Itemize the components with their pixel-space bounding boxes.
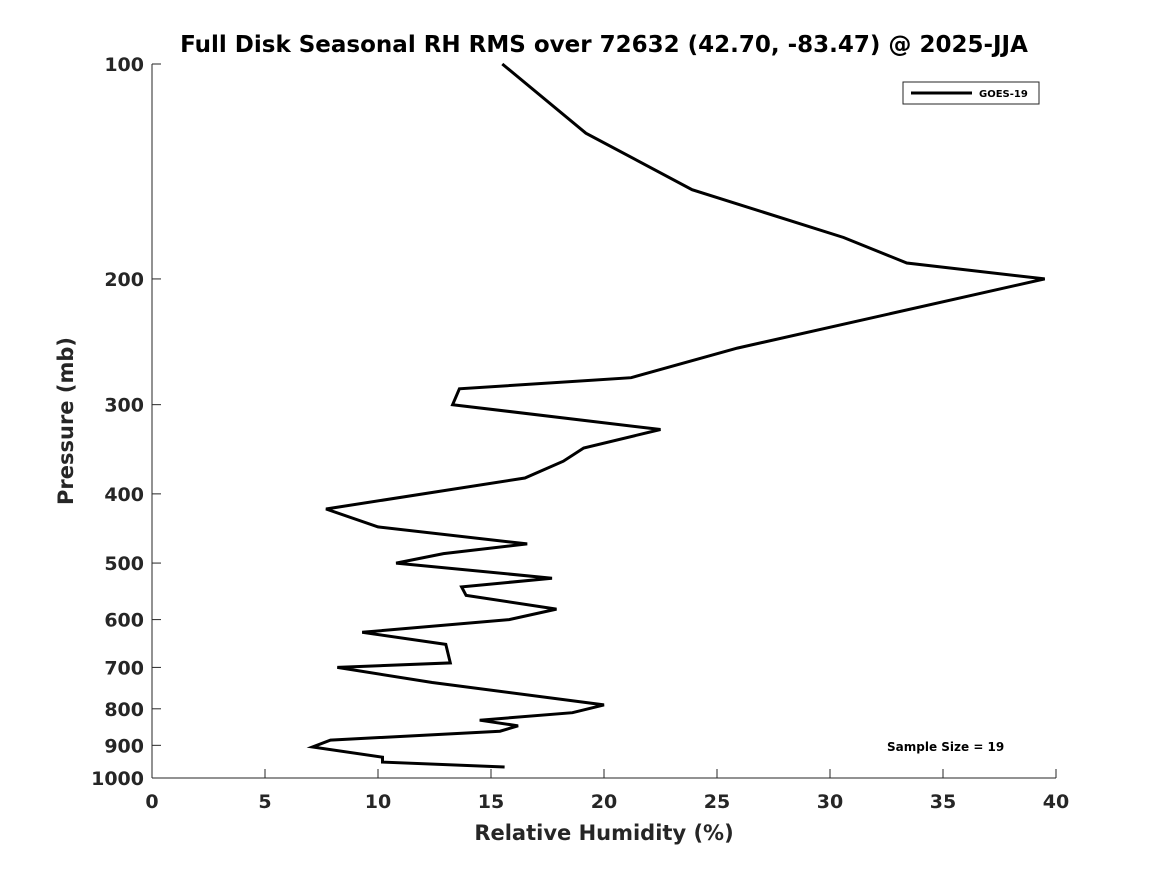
y-tick-label: 100	[104, 54, 144, 76]
x-tick-label: 10	[365, 791, 391, 813]
sample-size-annotation: Sample Size = 19	[887, 740, 1004, 754]
x-tick-label: 40	[1043, 791, 1069, 813]
y-tick-label: 800	[104, 699, 144, 721]
y-axis-label: Pressure (mb)	[54, 337, 78, 505]
x-tick-label: 25	[704, 791, 730, 813]
y-tick-label: 700	[104, 657, 144, 679]
y-ticks: 100 200 300 400 500 600 700 800 900 1000	[91, 54, 161, 790]
x-tick-label: 35	[930, 791, 956, 813]
legend: GOES-19	[902, 81, 1040, 105]
chart-title: Full Disk Seasonal RH RMS over 72632 (42…	[180, 32, 1028, 58]
series-layer	[306, 62, 1046, 769]
y-tick-label: 1000	[91, 768, 144, 790]
series-line-goes-19	[306, 62, 1046, 769]
x-ticks: 0 5 10 15 20 25 30 35 40	[145, 769, 1069, 813]
x-tick-label: 0	[145, 791, 158, 813]
x-tick-label: 5	[258, 791, 271, 813]
x-tick-label: 15	[478, 791, 504, 813]
axes-frame	[151, 64, 1056, 779]
x-tick-label: 30	[817, 791, 843, 813]
x-tick-label: 20	[591, 791, 617, 813]
y-tick-label: 600	[104, 610, 144, 632]
y-tick-label: 500	[104, 553, 144, 575]
y-tick-label: 400	[104, 484, 144, 506]
y-tick-label: 200	[104, 269, 144, 291]
y-tick-label: 900	[104, 735, 144, 757]
legend-label-goes-19: GOES-19	[979, 89, 1028, 100]
x-axis-label: Relative Humidity (%)	[474, 821, 733, 845]
y-tick-label: 300	[104, 395, 144, 417]
